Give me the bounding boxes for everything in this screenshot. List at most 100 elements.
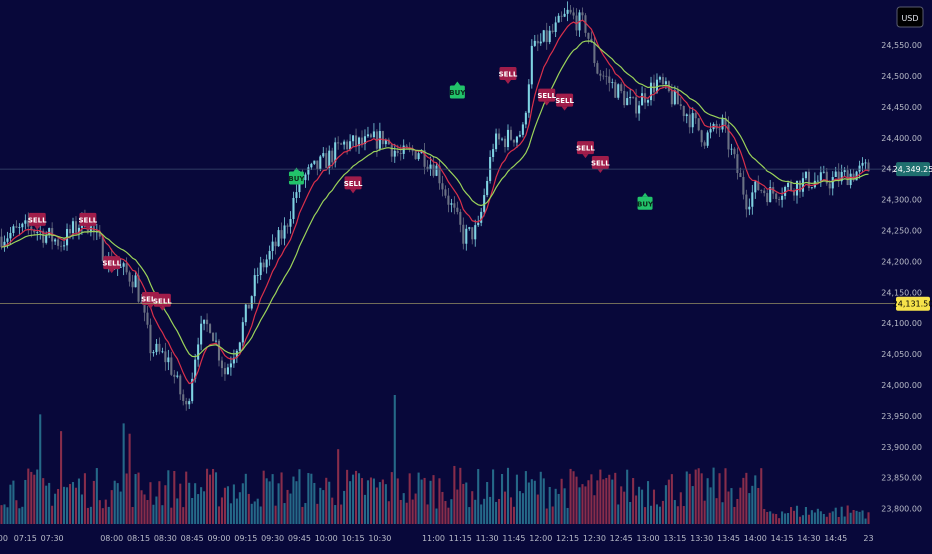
candle (560, 11, 563, 22)
volume-bar (295, 481, 298, 524)
candle (778, 196, 781, 206)
candle (280, 222, 283, 245)
candle (724, 111, 727, 133)
volume-bar (605, 477, 608, 524)
volume-bar (402, 493, 405, 524)
volume-bar (527, 482, 530, 524)
sell-signal[interactable]: SELL (576, 141, 595, 159)
candle (718, 123, 721, 138)
volume-bar (444, 501, 447, 524)
candle (200, 315, 203, 351)
volume-bar (92, 480, 95, 524)
volume-bar (724, 468, 727, 524)
volume-bar (697, 468, 700, 524)
volume-bar (286, 489, 289, 524)
sell-signal[interactable]: SELL (591, 155, 610, 173)
x-tick-label: :00 (0, 534, 8, 543)
volume-bar (682, 506, 685, 524)
volume-bar (21, 506, 24, 524)
volume-bar (6, 507, 9, 524)
sell-signal[interactable]: SELL (537, 88, 557, 106)
volume-bar (822, 513, 825, 524)
candle (500, 137, 504, 142)
candle (685, 113, 688, 124)
x-tick-label: 13:00 (636, 534, 659, 543)
candle (450, 198, 453, 213)
candle (352, 134, 355, 148)
volume-bar (390, 472, 393, 524)
price-axis[interactable]: 23,800.00 23,850.00 23,900.00 23,950.00 24,0… (0, 41, 932, 514)
candle (861, 157, 864, 173)
volume-bar (360, 478, 364, 524)
candle (825, 167, 828, 186)
volume-bar (706, 478, 709, 524)
x-tick-label: 14:15 (771, 534, 794, 543)
volume-bar (736, 498, 739, 524)
candle (548, 25, 551, 45)
candle (21, 222, 24, 232)
volume-bar (271, 474, 274, 524)
volume-bar (375, 487, 378, 524)
signal-label: SELL (499, 71, 518, 79)
currency-button[interactable]: USD (896, 6, 924, 28)
candle (444, 185, 447, 199)
candle (655, 73, 659, 94)
x-tick-label: 07:15 (14, 534, 37, 543)
volume-bar (480, 504, 483, 524)
sell-signal[interactable]: SELL (102, 256, 122, 274)
candle (217, 338, 221, 367)
candle (262, 259, 265, 272)
y-tick-label: 24,000.00 (881, 381, 922, 390)
volume-bar (268, 481, 271, 524)
sell-signal[interactable]: SELL (499, 67, 518, 85)
sell-signal[interactable]: SELL (28, 212, 47, 230)
candle (24, 214, 27, 230)
candle (313, 160, 316, 165)
volume-bar (620, 486, 623, 524)
candle (271, 234, 274, 260)
y-tick-label: 23,900.00 (881, 443, 922, 452)
volume-bar (125, 473, 128, 524)
volume-bar (629, 502, 632, 524)
sell-signal[interactable]: SELL (555, 93, 575, 111)
signal-label: BUY (449, 89, 466, 97)
y-tick-label: 24,500.00 (881, 72, 922, 81)
volume-bar (68, 484, 72, 524)
sell-signal[interactable]: SELL (344, 176, 363, 194)
candle (748, 198, 751, 216)
volume-bar (188, 482, 191, 524)
volume-bar (712, 467, 715, 524)
candle (483, 188, 486, 217)
buy-signal[interactable]: BUY (637, 192, 654, 210)
volume-bar (757, 487, 760, 524)
volume-bar (408, 473, 411, 524)
volume-bar (325, 477, 328, 524)
volume-bar (232, 484, 235, 524)
volume-bar (357, 473, 361, 524)
volume-bar (745, 472, 748, 524)
volume-bar (498, 498, 501, 524)
candle (745, 189, 748, 218)
volume-bar (12, 480, 15, 524)
signal-label: SELL (576, 145, 595, 153)
volume-bar (569, 468, 572, 524)
y-tick-label: 23,950.00 (881, 412, 922, 421)
volume-bar (867, 512, 870, 524)
candle (355, 128, 358, 152)
volume-bar (566, 507, 569, 524)
candle (649, 76, 653, 106)
candle (149, 318, 152, 361)
volume-bar (548, 486, 551, 524)
volume-bar (787, 513, 790, 524)
y-tick-label: 24,250.00 (881, 226, 922, 235)
volume-bar (319, 487, 322, 524)
volume-bar (83, 473, 86, 524)
volume-bar (483, 498, 486, 524)
volume-bar (691, 486, 694, 524)
candle (60, 241, 63, 252)
candle (453, 196, 456, 215)
sell-signal[interactable]: SELL (79, 212, 98, 230)
buy-signal[interactable]: BUY (449, 81, 466, 99)
